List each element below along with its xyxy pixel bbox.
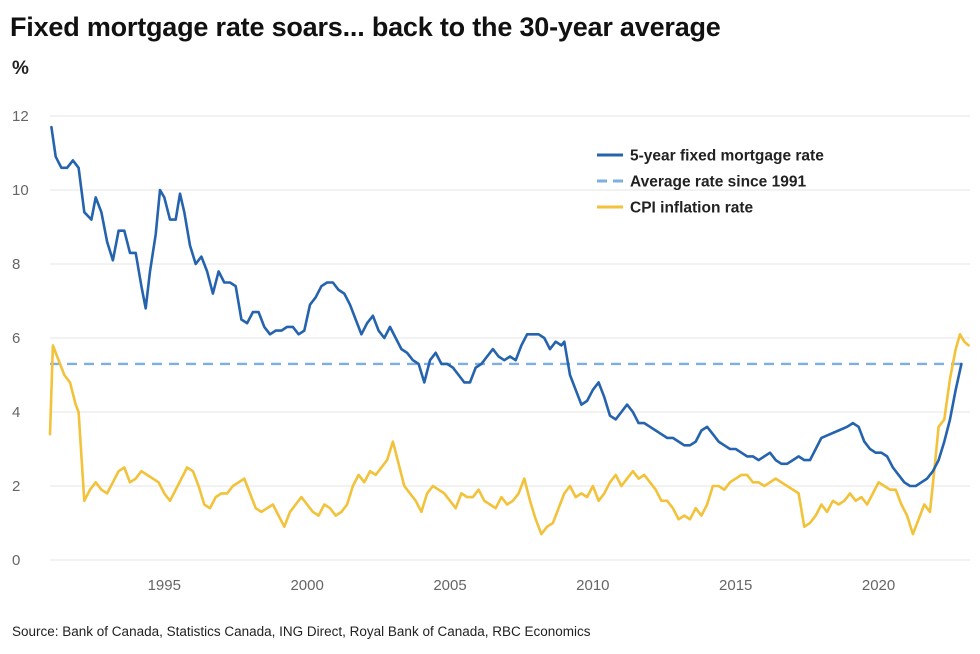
series-line-mortgage	[50, 125, 963, 488]
y-tick-label-8: 8	[12, 256, 20, 273]
y-tick-label-0: 0	[12, 552, 20, 569]
y-tick-label-10: 10	[12, 182, 29, 199]
legend-label-average: Average rate since 1991	[630, 174, 806, 191]
y-tick-label-12: 12	[12, 108, 29, 125]
y-tick-label-2: 2	[12, 478, 20, 495]
x-tick-label-2005: 2005	[433, 577, 466, 594]
legend-label-cpi: CPI inflation rate	[630, 200, 754, 217]
y-tick-label-4: 4	[12, 404, 20, 421]
x-axis-ticks: 1995 2000 2005 2010 2015 2020	[148, 577, 896, 594]
x-tick-label-2015: 2015	[719, 577, 752, 594]
x-tick-label-1995: 1995	[148, 577, 181, 594]
series-line-cpi	[48, 333, 970, 536]
legend: 5-year fixed mortgage rate Average rate s…	[597, 148, 824, 217]
x-tick-label-2020: 2020	[862, 577, 895, 594]
chart-title: Fixed mortgage rate soars... back to the…	[10, 12, 721, 42]
y-axis-unit: %	[12, 58, 29, 79]
legend-label-mortgage: 5-year fixed mortgage rate	[630, 148, 824, 165]
x-tick-label-2010: 2010	[576, 577, 609, 594]
y-axis-ticks: 0 2 4 6 8 10 12	[12, 108, 29, 569]
x-tick-label-2000: 2000	[290, 577, 323, 594]
y-tick-label-6: 6	[12, 330, 20, 347]
series-lines	[48, 125, 970, 536]
source-note: Source: Bank of Canada, Statistics Canad…	[12, 624, 591, 639]
gridlines	[50, 115, 970, 561]
